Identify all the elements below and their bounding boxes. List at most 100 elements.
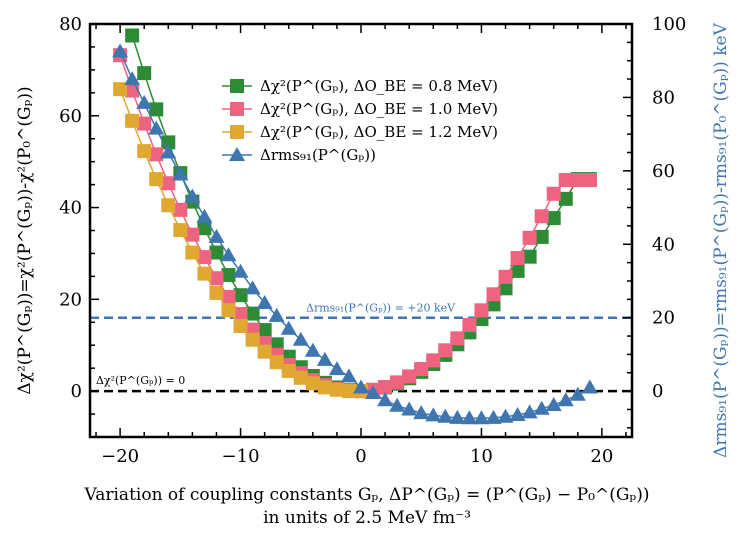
series-1-point bbox=[233, 307, 248, 322]
series-1-point bbox=[534, 209, 549, 224]
y-left-tick-label: 80 bbox=[59, 14, 82, 35]
y-axis-label-right: Δrms₉₁(P^(Gₚ))=rms₉₁(P^(Gₚ))-rms₉₁(P₀^(G… bbox=[711, 22, 731, 457]
y-right-tick-label: 40 bbox=[652, 234, 675, 255]
series-0-point bbox=[546, 211, 561, 226]
series-3-point bbox=[280, 320, 297, 335]
series-3-point bbox=[328, 361, 345, 376]
legend-marker-triangle bbox=[229, 147, 245, 161]
series-3-point bbox=[533, 400, 550, 415]
series-1-point bbox=[209, 271, 224, 286]
series-2-point bbox=[305, 376, 320, 391]
series-0-point bbox=[534, 229, 549, 244]
series-0-point bbox=[221, 268, 236, 283]
series-2-point bbox=[113, 82, 128, 97]
series-1-point bbox=[161, 176, 176, 191]
series-3-point bbox=[256, 295, 273, 310]
series-3-point bbox=[449, 409, 466, 424]
y-left-tick-label: 60 bbox=[59, 106, 82, 127]
y-right-tick-label: 100 bbox=[652, 14, 686, 35]
series-0-point bbox=[498, 281, 513, 296]
series-2-point bbox=[233, 318, 248, 333]
series-3-point bbox=[437, 408, 454, 423]
y-right-tick-label: 20 bbox=[652, 308, 675, 329]
series-2-point bbox=[161, 198, 176, 213]
series-1-point bbox=[450, 331, 465, 346]
series-3-point bbox=[304, 342, 321, 357]
y-left-tick-label: 40 bbox=[59, 198, 82, 219]
series-3-point bbox=[377, 392, 394, 407]
series-1-point bbox=[474, 303, 489, 318]
series-2-point bbox=[185, 245, 200, 260]
series-1-point bbox=[125, 83, 140, 98]
series-2-point bbox=[245, 332, 260, 347]
series-0-point bbox=[233, 288, 248, 303]
series-3-point bbox=[148, 120, 165, 135]
x-tick-label: −10 bbox=[222, 446, 260, 467]
legend-marker-square bbox=[230, 102, 244, 116]
legend-entry-label: Δχ²(P^(Gₚ), ΔO_BE = 1.2 MeV) bbox=[260, 123, 498, 141]
series-2-point bbox=[149, 172, 164, 187]
series-2-point bbox=[269, 355, 284, 370]
series-3-point bbox=[172, 166, 189, 181]
series-3-point bbox=[316, 351, 333, 366]
series-3-point bbox=[184, 188, 201, 203]
legend-entry-label: Δχ²(P^(Gₚ), ΔO_BE = 1.0 MeV) bbox=[260, 100, 498, 118]
series-3-point bbox=[569, 386, 586, 401]
series-0-point bbox=[269, 337, 284, 352]
series-0-point bbox=[125, 28, 140, 43]
series-3-point bbox=[413, 405, 430, 420]
legend-entry-label: Δrms₉₁(P^(Gₚ)) bbox=[260, 146, 376, 164]
series-1-point bbox=[390, 375, 405, 390]
series-1-point bbox=[438, 343, 453, 358]
series-0-point bbox=[209, 245, 224, 260]
reference-label-rms: Δrms₉₁(P^(Gₚ)) = +20 keV bbox=[306, 302, 456, 315]
series-1-point bbox=[558, 173, 573, 188]
series-2-point bbox=[209, 285, 224, 300]
legend-marker-square bbox=[230, 125, 244, 139]
series-1-point bbox=[137, 116, 152, 131]
series-2-point bbox=[197, 266, 212, 281]
series-3-point bbox=[509, 406, 526, 421]
series-1-point bbox=[197, 250, 212, 265]
series-1-point bbox=[378, 379, 393, 394]
series-1-point bbox=[426, 353, 441, 368]
series-3-point bbox=[581, 379, 598, 394]
series-0-point bbox=[558, 191, 573, 206]
series-1-point bbox=[570, 173, 585, 188]
series-3-point bbox=[160, 144, 177, 159]
series-2-point bbox=[173, 223, 188, 238]
series-3-point bbox=[365, 384, 382, 399]
y-right-tick-label: 0 bbox=[652, 381, 663, 402]
series-1-point bbox=[402, 369, 417, 384]
series-0-point bbox=[149, 102, 164, 117]
series-2-point bbox=[293, 370, 308, 385]
series-3-point bbox=[557, 392, 574, 407]
series-3-point bbox=[268, 307, 285, 322]
series-3-point bbox=[232, 263, 249, 278]
legend-marker-square bbox=[230, 79, 244, 93]
y-left-tick-label: 20 bbox=[59, 289, 82, 310]
series-2-point bbox=[257, 344, 272, 359]
series-2-point bbox=[317, 380, 332, 395]
series-2-point bbox=[137, 144, 152, 159]
x-axis-label: Variation of coupling constants Gₚ, ΔP^(… bbox=[84, 485, 650, 505]
series-2-point bbox=[329, 382, 344, 397]
series-3-point bbox=[485, 409, 502, 424]
series-3-point bbox=[208, 228, 225, 243]
series-0-point bbox=[245, 306, 260, 321]
series-1-point bbox=[522, 230, 537, 245]
series-3-point bbox=[473, 410, 490, 425]
series-1-point bbox=[149, 147, 164, 162]
series-0-point bbox=[522, 249, 537, 264]
series-3-point bbox=[136, 94, 153, 109]
series-3-point bbox=[389, 397, 406, 412]
series-3-point bbox=[401, 401, 418, 416]
series-3-point bbox=[196, 208, 213, 223]
series-2-point bbox=[125, 113, 140, 128]
series-3-point bbox=[292, 331, 309, 346]
series-1-point bbox=[462, 318, 477, 333]
series-1-point bbox=[510, 251, 525, 266]
series-3-point bbox=[220, 247, 237, 262]
y-left-tick-label: 0 bbox=[71, 381, 82, 402]
series-2-point bbox=[341, 384, 356, 399]
